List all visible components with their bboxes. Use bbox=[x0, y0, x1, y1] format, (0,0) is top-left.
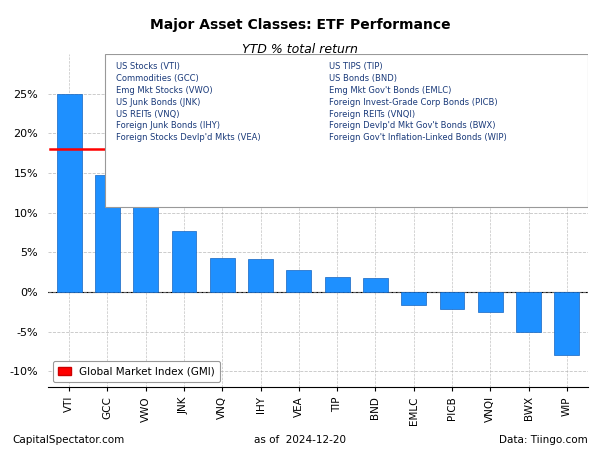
Bar bbox=[325, 277, 350, 292]
Legend: Global Market Index (GMI): Global Market Index (GMI) bbox=[53, 361, 220, 382]
Text: US Stocks (VTI)
Commodities (GCC)
Emg Mkt Stocks (VWO)
US Junk Bonds (JNK)
US RE: US Stocks (VTI) Commodities (GCC) Emg Mk… bbox=[115, 62, 260, 142]
Bar bbox=[56, 94, 82, 292]
Bar bbox=[363, 278, 388, 292]
Bar bbox=[133, 201, 158, 292]
Bar bbox=[172, 231, 196, 292]
Bar bbox=[554, 292, 580, 356]
Bar bbox=[516, 292, 541, 332]
Bar bbox=[440, 292, 464, 309]
Bar bbox=[478, 292, 503, 312]
Text: Data: Tiingo.com: Data: Tiingo.com bbox=[499, 435, 588, 445]
Text: as of  2024-12-20: as of 2024-12-20 bbox=[254, 435, 346, 445]
Text: CapitalSpectator.com: CapitalSpectator.com bbox=[12, 435, 124, 445]
Bar bbox=[401, 292, 426, 306]
Text: US TIPS (TIP)
US Bonds (BND)
Emg Mkt Gov't Bonds (EMLC)
Foreign Invest-Grade Cor: US TIPS (TIP) US Bonds (BND) Emg Mkt Gov… bbox=[329, 62, 506, 142]
Bar bbox=[286, 270, 311, 292]
Bar bbox=[95, 175, 120, 292]
FancyBboxPatch shape bbox=[105, 54, 588, 207]
Bar bbox=[248, 259, 273, 292]
Text: YTD % total return: YTD % total return bbox=[242, 43, 358, 56]
Text: Major Asset Classes: ETF Performance: Major Asset Classes: ETF Performance bbox=[149, 18, 451, 32]
Bar bbox=[210, 258, 235, 292]
